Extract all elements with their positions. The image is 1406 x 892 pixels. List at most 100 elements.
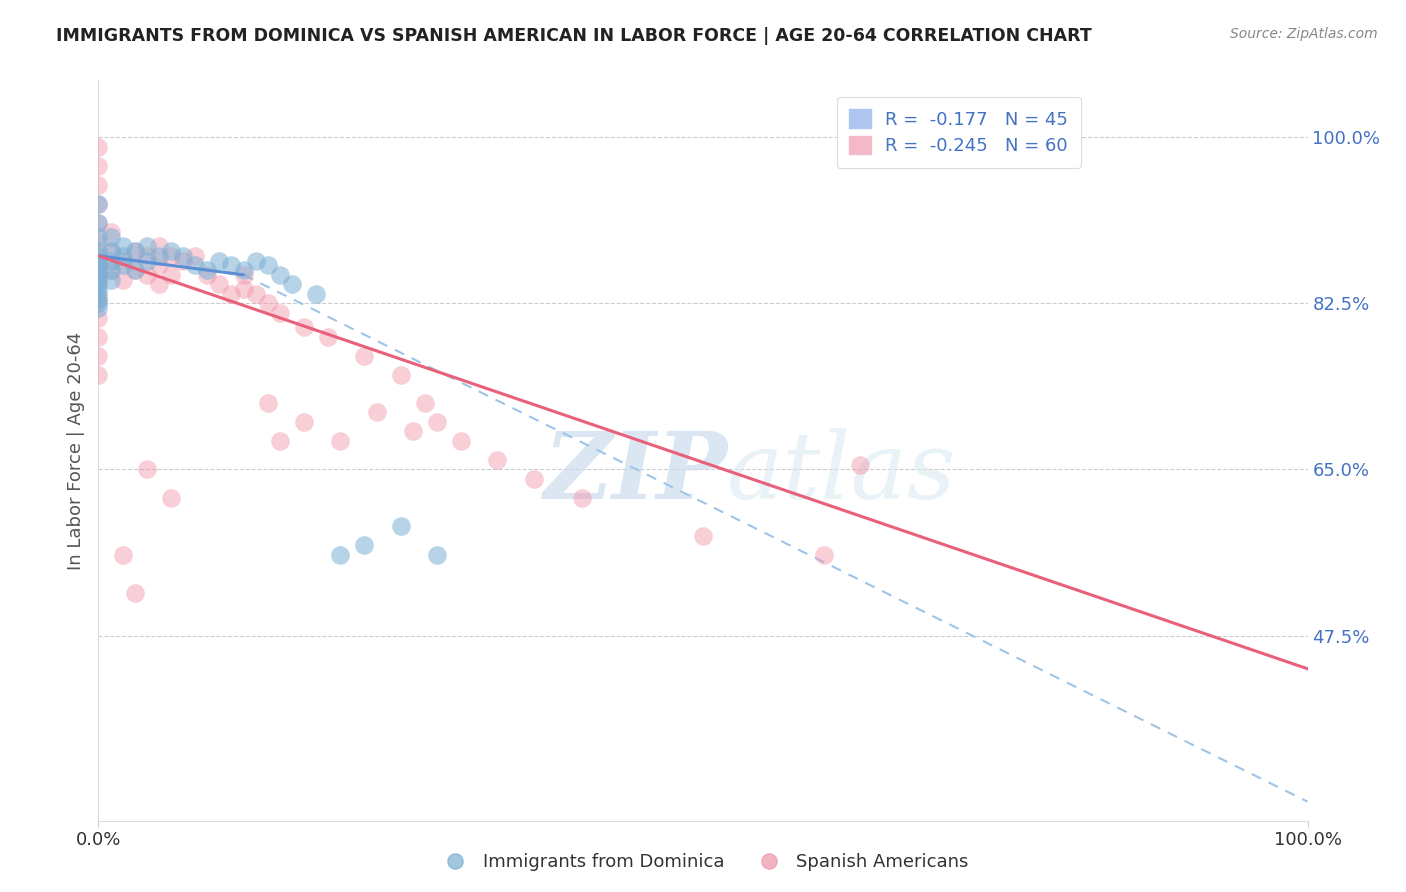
Point bbox=[389, 519, 412, 533]
Point bbox=[100, 230, 122, 244]
Point bbox=[87, 349, 110, 363]
Point bbox=[256, 259, 278, 273]
Point bbox=[100, 225, 122, 239]
Point bbox=[100, 272, 122, 286]
Point bbox=[87, 282, 110, 296]
Point bbox=[87, 259, 110, 273]
Point bbox=[87, 178, 110, 192]
Point bbox=[87, 286, 110, 301]
Point bbox=[329, 548, 352, 562]
Point bbox=[208, 253, 231, 268]
Point bbox=[353, 349, 375, 363]
Point bbox=[160, 491, 183, 505]
Point bbox=[269, 306, 291, 320]
Point bbox=[245, 253, 267, 268]
Point bbox=[195, 263, 218, 277]
Point bbox=[281, 277, 304, 292]
Point bbox=[87, 253, 110, 268]
Point bbox=[87, 329, 110, 343]
Point bbox=[221, 286, 243, 301]
Point bbox=[849, 458, 872, 472]
Point bbox=[232, 282, 254, 296]
Point bbox=[292, 320, 315, 334]
Point bbox=[148, 239, 170, 253]
Point bbox=[135, 253, 157, 268]
Point bbox=[172, 253, 194, 268]
Point bbox=[426, 548, 449, 562]
Point bbox=[100, 253, 122, 268]
Point bbox=[87, 272, 110, 286]
Point bbox=[256, 396, 278, 410]
Point bbox=[269, 434, 291, 448]
Point bbox=[124, 263, 146, 277]
Point bbox=[426, 415, 449, 429]
Point bbox=[329, 434, 352, 448]
Point bbox=[87, 292, 110, 306]
Point bbox=[87, 292, 110, 306]
Point bbox=[87, 249, 110, 263]
Point bbox=[692, 529, 714, 543]
Point bbox=[232, 268, 254, 282]
Point bbox=[111, 259, 134, 273]
Text: Source: ZipAtlas.com: Source: ZipAtlas.com bbox=[1230, 27, 1378, 41]
Point bbox=[208, 277, 231, 292]
Point bbox=[124, 244, 146, 259]
Point bbox=[87, 196, 110, 211]
Point bbox=[124, 244, 146, 259]
Point bbox=[87, 139, 110, 153]
Point bbox=[87, 263, 110, 277]
Point bbox=[87, 268, 110, 282]
Legend: R =  -0.177   N = 45, R =  -0.245   N = 60: R = -0.177 N = 45, R = -0.245 N = 60 bbox=[837, 96, 1081, 168]
Point bbox=[111, 249, 134, 263]
Point bbox=[148, 277, 170, 292]
Text: atlas: atlas bbox=[727, 427, 956, 517]
Point bbox=[87, 301, 110, 315]
Point bbox=[100, 263, 122, 277]
Point bbox=[269, 268, 291, 282]
Point bbox=[87, 196, 110, 211]
Point bbox=[87, 253, 110, 268]
Point bbox=[813, 548, 835, 562]
Point bbox=[160, 249, 183, 263]
Point bbox=[87, 159, 110, 173]
Point bbox=[87, 277, 110, 292]
Point bbox=[232, 263, 254, 277]
Point bbox=[87, 216, 110, 230]
Point bbox=[87, 230, 110, 244]
Point bbox=[111, 253, 134, 268]
Point bbox=[111, 239, 134, 253]
Point bbox=[148, 259, 170, 273]
Point bbox=[100, 263, 122, 277]
Point bbox=[135, 239, 157, 253]
Point bbox=[87, 216, 110, 230]
Point bbox=[413, 396, 436, 410]
Point bbox=[100, 244, 122, 259]
Point bbox=[87, 368, 110, 382]
Point bbox=[450, 434, 472, 448]
Point bbox=[184, 249, 207, 263]
Point bbox=[135, 268, 157, 282]
Point bbox=[172, 249, 194, 263]
Point bbox=[523, 472, 546, 486]
Point bbox=[87, 296, 110, 310]
Point bbox=[245, 286, 267, 301]
Point bbox=[87, 235, 110, 249]
Point bbox=[292, 415, 315, 429]
Point bbox=[256, 296, 278, 310]
Point bbox=[100, 244, 122, 259]
Point bbox=[111, 272, 134, 286]
Point bbox=[87, 272, 110, 286]
Point bbox=[87, 310, 110, 325]
Point bbox=[124, 586, 146, 600]
Y-axis label: In Labor Force | Age 20-64: In Labor Force | Age 20-64 bbox=[66, 331, 84, 570]
Point bbox=[195, 268, 218, 282]
Point bbox=[148, 249, 170, 263]
Point bbox=[486, 453, 509, 467]
Point bbox=[135, 249, 157, 263]
Point bbox=[353, 538, 375, 552]
Point bbox=[316, 329, 339, 343]
Point bbox=[124, 263, 146, 277]
Point bbox=[160, 268, 183, 282]
Text: IMMIGRANTS FROM DOMINICA VS SPANISH AMERICAN IN LABOR FORCE | AGE 20-64 CORRELAT: IMMIGRANTS FROM DOMINICA VS SPANISH AMER… bbox=[56, 27, 1092, 45]
Point bbox=[389, 368, 412, 382]
